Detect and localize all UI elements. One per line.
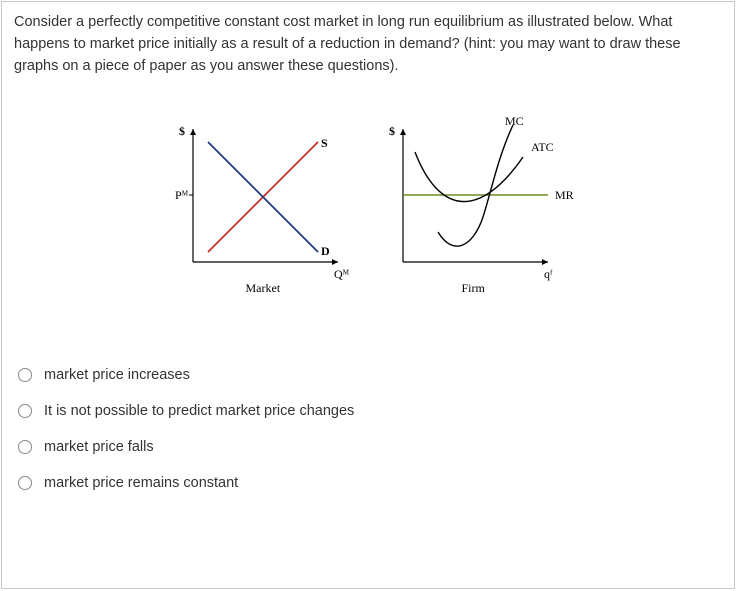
- svg-text:D: D: [321, 244, 330, 258]
- option-label: market price remains constant: [44, 475, 238, 491]
- svg-text:S: S: [321, 136, 328, 150]
- radio-icon[interactable]: [18, 404, 32, 418]
- option-label: market price falls: [44, 439, 154, 455]
- economics-diagram: $ Qᴹ Pᴹ S D Market $ qᶠ MR MC ATC Firm: [153, 117, 583, 307]
- option-row[interactable]: It is not possible to predict market pri…: [14, 393, 722, 429]
- svg-text:Pᴹ: Pᴹ: [175, 188, 189, 202]
- option-row[interactable]: market price falls: [14, 429, 722, 465]
- option-row[interactable]: market price increases: [14, 357, 722, 393]
- svg-text:MC: MC: [505, 117, 524, 128]
- svg-text:Qᴹ: Qᴹ: [334, 267, 350, 281]
- svg-text:$: $: [389, 124, 395, 138]
- radio-icon[interactable]: [18, 368, 32, 382]
- question-container: Consider a perfectly competitive constan…: [1, 1, 735, 589]
- svg-text:qᶠ: qᶠ: [544, 267, 553, 281]
- radio-icon[interactable]: [18, 476, 32, 490]
- radio-icon[interactable]: [18, 440, 32, 454]
- options-group: market price increases It is not possibl…: [14, 357, 722, 501]
- option-label: It is not possible to predict market pri…: [44, 403, 354, 419]
- option-label: market price increases: [44, 367, 190, 383]
- option-row[interactable]: market price remains constant: [14, 465, 722, 501]
- svg-text:$: $: [179, 124, 185, 138]
- svg-text:Market: Market: [246, 281, 281, 295]
- svg-text:MR: MR: [555, 188, 574, 202]
- svg-text:ATC: ATC: [531, 140, 554, 154]
- diagram-area: $ Qᴹ Pᴹ S D Market $ qᶠ MR MC ATC Firm: [14, 117, 722, 307]
- question-text: Consider a perfectly competitive constan…: [14, 12, 722, 77]
- svg-text:Firm: Firm: [462, 281, 486, 295]
